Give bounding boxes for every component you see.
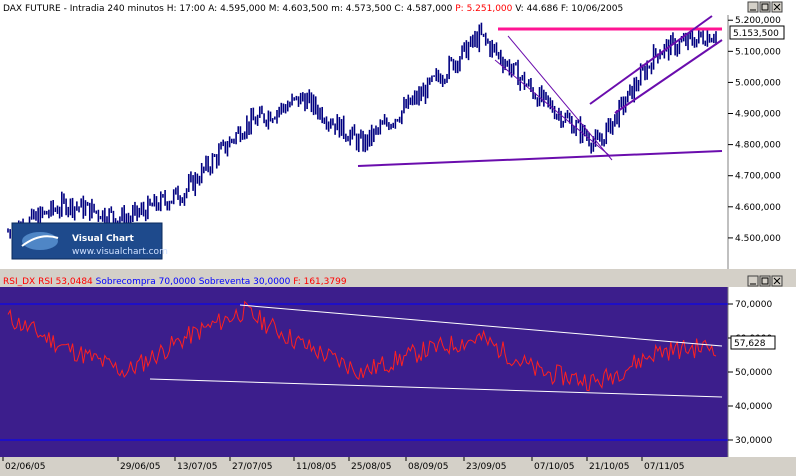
logo-globe-icon: [22, 232, 58, 250]
x-axis-tick-label: 07/11/05: [644, 462, 684, 472]
x-axis-tick-label: 23/09/05: [466, 462, 506, 472]
rsi-header-item-0: RSI: [38, 277, 55, 287]
rsi-header-item-2: Sobrecompra: [96, 277, 159, 287]
price-y-tick-label: 4.800,000: [735, 141, 781, 151]
channel-down-upper: [507, 35, 613, 161]
rsi-header-item-6: F: 161,3799: [293, 277, 347, 287]
price-panel: DAX FUTURE - Intradia 240 minutos H: 17:…: [0, 0, 796, 269]
x-axis: 02/06/05 29/06/05 13/07/05 27/07/05 11/08/05…: [2, 457, 684, 472]
header-stat-7: F: 10/06/2005: [561, 4, 623, 14]
price-tag: 5.153,500: [729, 25, 785, 40]
minimize-button[interactable]: [747, 1, 759, 13]
header-stat-5: P: 5.251,000: [455, 4, 515, 14]
header-stat-4: C: 4.587,000: [394, 4, 455, 14]
price-y-tick-label: 4.600,000: [735, 203, 781, 213]
logo-swoosh-icon: [21, 235, 59, 247]
channel-up-upper: [589, 15, 713, 105]
rsi-y-tick-label: 50,0000: [735, 368, 772, 378]
maximize-icon: [761, 3, 769, 11]
rsi-header-item-5: 30,0000: [253, 277, 293, 287]
price-y-tick-label: 4.700,000: [735, 172, 781, 182]
rsi-panel: RSI_DX RSI 53,0484 Sobrecompra 70,0000 S…: [0, 272, 796, 457]
price-bars: [7, 22, 717, 243]
rsi-header-text: RSI_DX RSI 53,0484 Sobrecompra 70,0000 S…: [3, 277, 347, 287]
rsi-series-line: [7, 300, 717, 392]
rsi-header-item-4: Sobreventa: [199, 277, 253, 287]
header-stat-2: M: 4.603,500: [269, 4, 331, 14]
price-header-text: DAX FUTURE - Intradia 240 minutos H: 17:…: [3, 4, 623, 14]
channel-up-lower: [614, 39, 723, 114]
support-trendline: [357, 150, 723, 167]
header-stat-6: V: 44.686: [515, 4, 561, 14]
price-header: [0, 0, 796, 15]
header-stat-0: H: 17:00: [167, 4, 208, 14]
rsi-maximize-button[interactable]: [759, 275, 771, 287]
price-y-tick-label: 5.100,000: [735, 47, 781, 57]
rsi-plot-area: [0, 287, 728, 457]
rsi-value-tag: 57,628: [730, 335, 776, 350]
visualchart-logo: Visual Chart www.visualchart.com: [11, 222, 168, 260]
rsi-header: [0, 272, 796, 287]
x-axis-tick-label: 07/10/05: [534, 462, 574, 472]
price-axis-area: [728, 14, 796, 269]
rsi-y-tick-label: 30,0000: [735, 436, 772, 446]
rsi-minimize-button[interactable]: [747, 275, 759, 287]
rsi-y-tick-label: 40,0000: [735, 402, 772, 412]
x-axis-area: [0, 457, 796, 473]
price-y-axis: 4.500,000 4.600,000 4.700,000 4.800,000 4.90…: [728, 16, 781, 244]
price-y-tick-label: 4.900,000: [735, 110, 781, 120]
maximize-button[interactable]: [759, 1, 771, 13]
x-axis-tick-label: 11/08/05: [296, 462, 336, 472]
x-axis-tick-label: 13/07/05: [177, 462, 217, 472]
x-axis-tick-label: 21/10/05: [589, 462, 629, 472]
channel-down-lower: [494, 59, 611, 157]
rsi-close-icon: [773, 277, 781, 285]
price-tag-text: 5.153,500: [733, 29, 779, 39]
x-axis-tick-label: 02/06/05: [5, 462, 45, 472]
rsi-grid: [0, 303, 728, 441]
price-y-tick-label: 5.000,000: [735, 78, 781, 88]
header-stat-3: m: 4.573,500: [331, 4, 394, 14]
rsi-title: RSI_DX: [3, 277, 38, 287]
rsi-lower-trendline: [149, 378, 723, 398]
price-y-tick-label: 5.200,000: [735, 16, 781, 26]
rsi-header-item-1: 53,0484: [56, 277, 96, 287]
rsi-value-tag-text: 57,628: [734, 339, 766, 349]
x-axis-tick-label: 08/09/05: [408, 462, 448, 472]
price-y-tick-label: 4.500,000: [735, 234, 781, 244]
rsi-header-item-3: 70,0000: [159, 277, 199, 287]
logo-title: Visual Chart: [72, 234, 134, 244]
x-axis-tick-label: 29/06/05: [120, 462, 160, 472]
rsi-upper-trendline: [239, 304, 723, 347]
close-icon: [773, 3, 781, 11]
logo-url: www.visualchart.com: [72, 247, 168, 257]
price-title: DAX FUTURE - Intradia 240 minutos: [3, 4, 167, 14]
rsi-y-tick-label: 70,0000: [735, 300, 772, 310]
x-axis-tick-label: 27/07/05: [232, 462, 272, 472]
rsi-axis-area: [728, 287, 796, 457]
x-axis-tick-label: 25/08/05: [351, 462, 391, 472]
rsi-window-controls[interactable]: [747, 275, 783, 287]
rsi-maximize-icon: [761, 277, 769, 285]
price-window-controls[interactable]: [747, 1, 783, 13]
header-stat-1: A: 4.595,000: [208, 4, 269, 14]
